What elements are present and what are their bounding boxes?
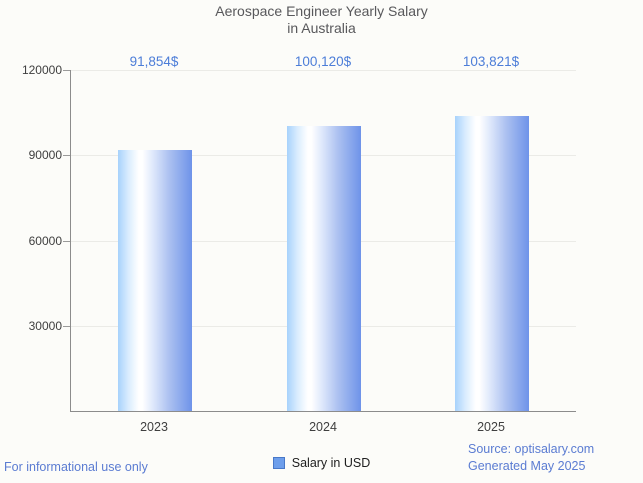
x-axis-label-2025: 2025 bbox=[477, 420, 505, 434]
y-tickmark-90000 bbox=[63, 155, 70, 156]
chart-title-line2: in Australia bbox=[287, 20, 356, 36]
y-axis-label-90000: 90000 bbox=[28, 148, 62, 162]
legend-series-marker bbox=[272, 457, 285, 469]
y-tickmark-60000 bbox=[63, 241, 70, 242]
value-label-2024: 100,120$ bbox=[294, 54, 352, 69]
value-label-2023: 91,854$ bbox=[129, 54, 179, 69]
y-axis-label-60000: 60000 bbox=[28, 234, 62, 248]
bar-2024[interactable] bbox=[287, 126, 361, 411]
gridline-120000 bbox=[71, 70, 576, 71]
source-text: Source: optisalary.com bbox=[468, 442, 595, 456]
generated-text: Generated May 2025 bbox=[468, 459, 586, 473]
legend: Salary in USD bbox=[0, 456, 643, 470]
y-tickmark-30000 bbox=[63, 326, 70, 327]
chart-title-line1: Aerospace Engineer Yearly Salary bbox=[215, 3, 428, 19]
bar-2023[interactable] bbox=[118, 150, 192, 411]
y-axis-label-30000: 30000 bbox=[28, 319, 62, 333]
chart-title: Aerospace Engineer Yearly Salary in Aust… bbox=[0, 3, 643, 37]
legend-series-label: Salary in USD bbox=[291, 456, 371, 470]
bar-2025[interactable] bbox=[455, 116, 529, 411]
x-axis-label-2024: 2024 bbox=[309, 420, 337, 434]
y-tickmark-120000 bbox=[63, 70, 70, 71]
plot-area bbox=[63, 70, 576, 412]
x-axis-label-2023: 2023 bbox=[140, 420, 168, 434]
source-block: Source: optisalary.com Generated May 202… bbox=[468, 441, 594, 475]
disclaimer-text: For informational use only bbox=[4, 460, 148, 474]
y-axis-label-120000: 120000 bbox=[21, 63, 62, 77]
value-label-2025: 103,821$ bbox=[462, 54, 520, 69]
